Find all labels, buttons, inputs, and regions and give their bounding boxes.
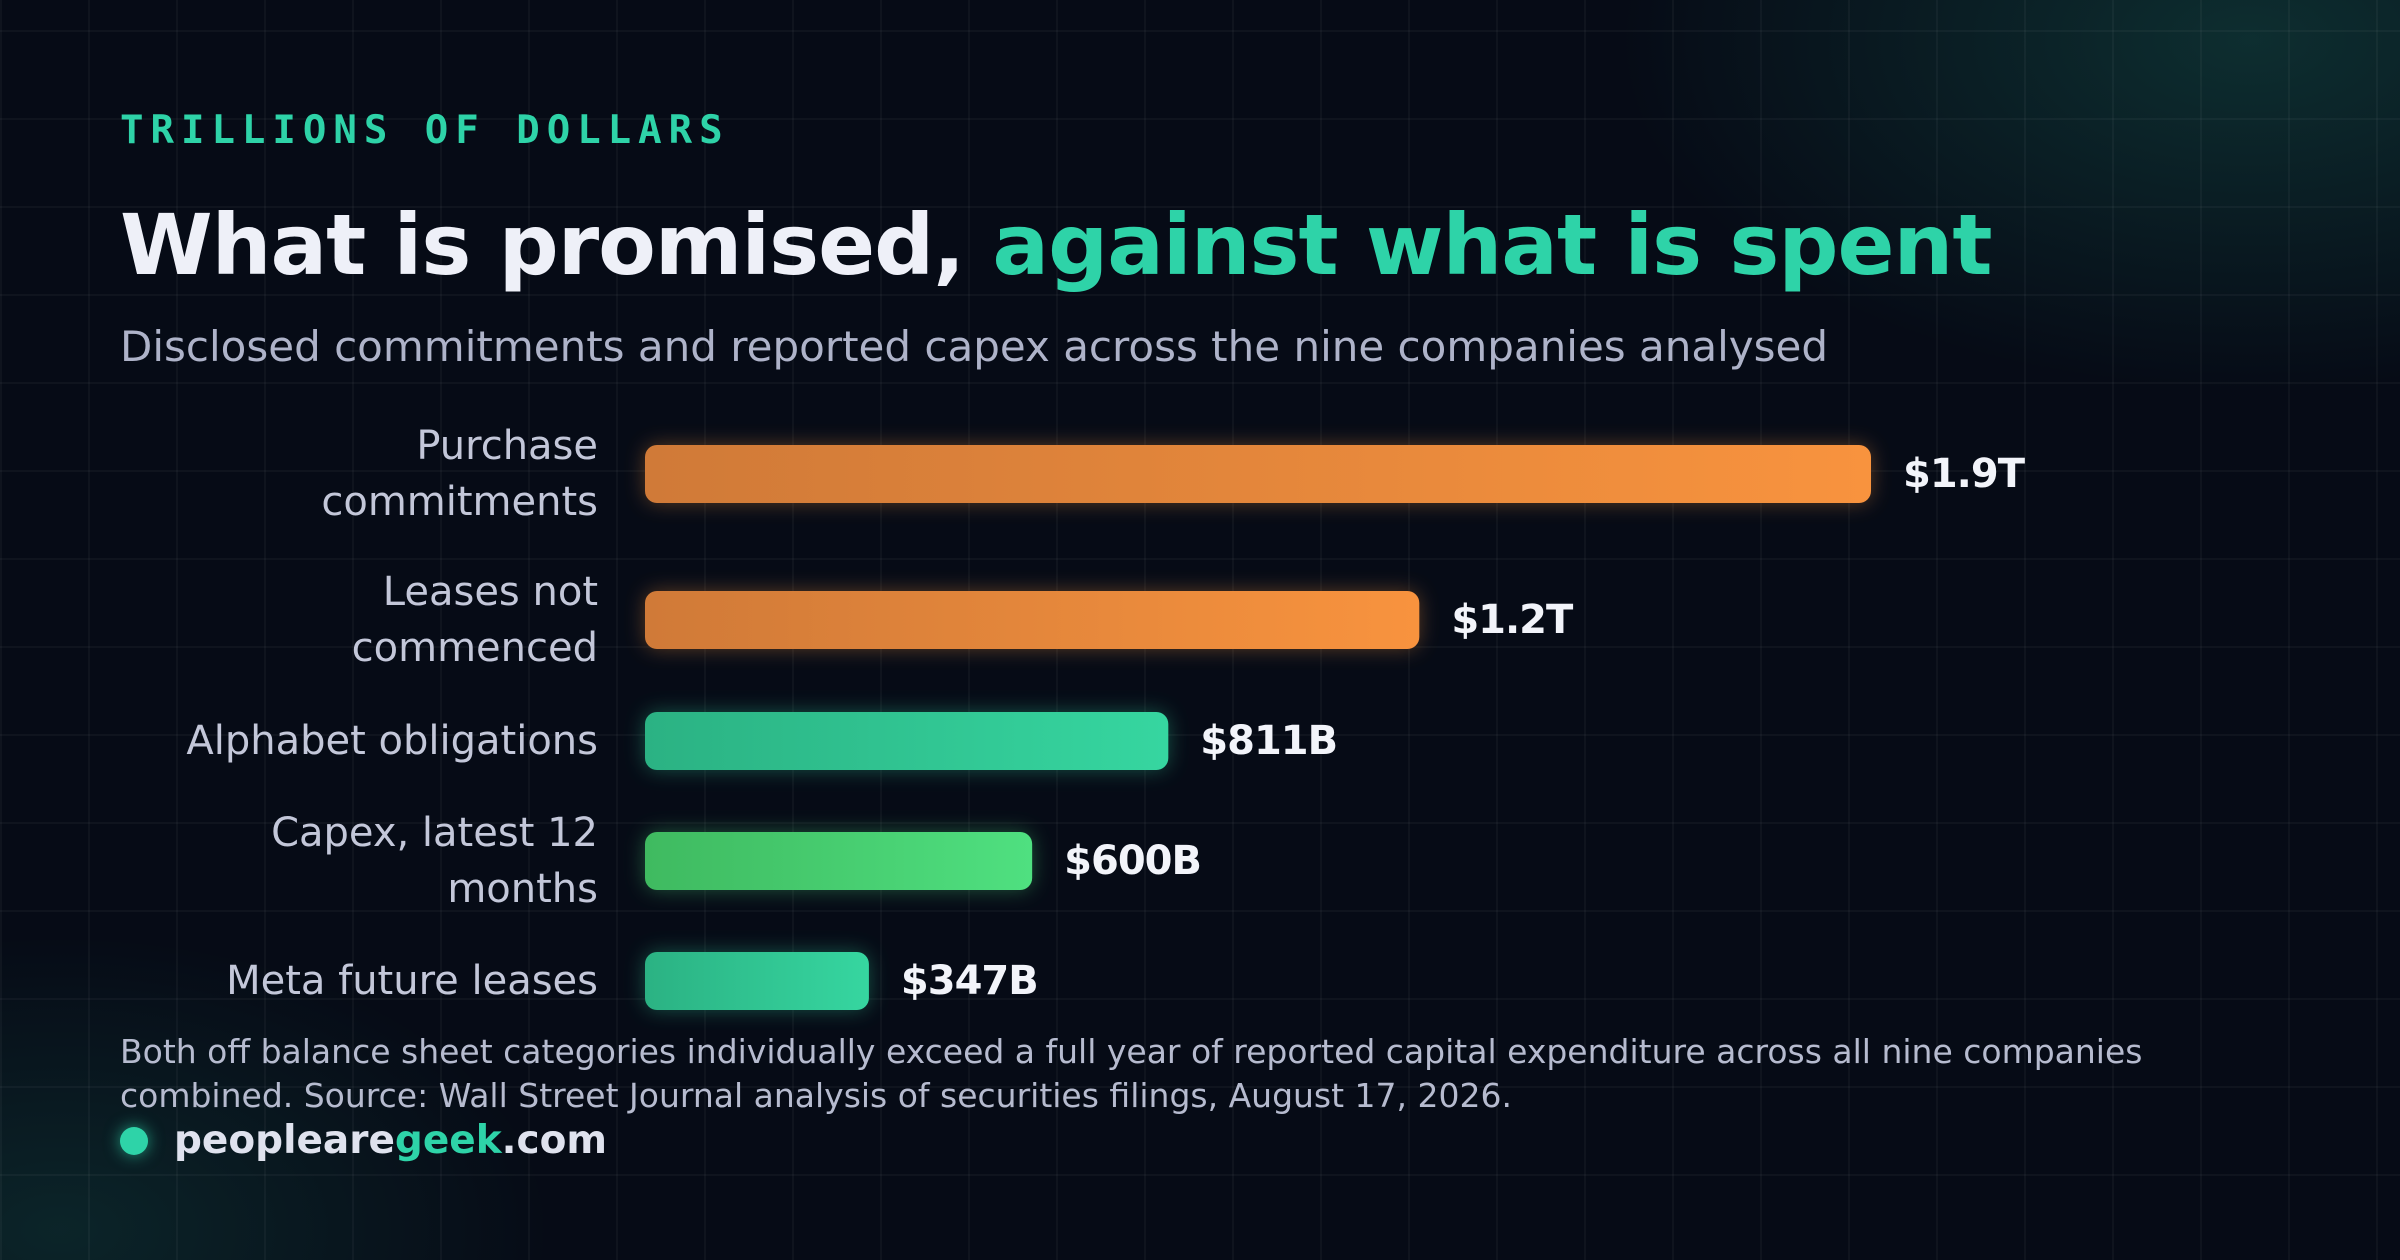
bar <box>645 952 869 1010</box>
category-label: months <box>447 866 598 912</box>
category-label: commenced <box>352 625 598 671</box>
chart-title: What is promised, against what is spent <box>120 196 1992 294</box>
bar-chart: $1.9T Purchase commitments $1.2T Leases not c… <box>186 423 2027 1010</box>
bar <box>645 445 1871 503</box>
eyebrow-label: TRILLIONS OF DOLLARS <box>120 108 730 153</box>
brand-footer[interactable]: peopleare geek .com <box>120 1118 607 1163</box>
category-label: Leases not <box>383 569 598 615</box>
title-main: What is promised, <box>120 196 993 294</box>
brand-dot-icon <box>120 1126 148 1155</box>
category-label: Purchase <box>416 423 598 469</box>
bar-value-label: $347B <box>901 958 1038 1004</box>
category-label: Alphabet obligations <box>186 718 598 764</box>
bar-value-label: $811B <box>1200 718 1337 764</box>
chart-footnote: Both off balance sheet categories indivi… <box>120 1032 2143 1115</box>
title-accent: against what is spent <box>992 196 1992 294</box>
bar <box>645 591 1420 649</box>
chart-subtitle: Disclosed commitments and reported capex… <box>120 322 1829 371</box>
brand-prefix: peopleare <box>174 1118 395 1163</box>
bar <box>645 832 1033 890</box>
bar-value-label: $1.9T <box>1903 451 2026 497</box>
bar <box>645 712 1169 770</box>
brand-suffix: .com <box>501 1118 608 1163</box>
bar-value-label: $1.2T <box>1451 597 1574 643</box>
bar-value-label: $600B <box>1064 838 1201 884</box>
category-label: Meta future leases <box>226 958 598 1004</box>
category-label: Capex, latest 12 <box>271 810 598 856</box>
category-label: commitments <box>321 479 598 525</box>
brand-highlight: geek <box>394 1118 502 1163</box>
